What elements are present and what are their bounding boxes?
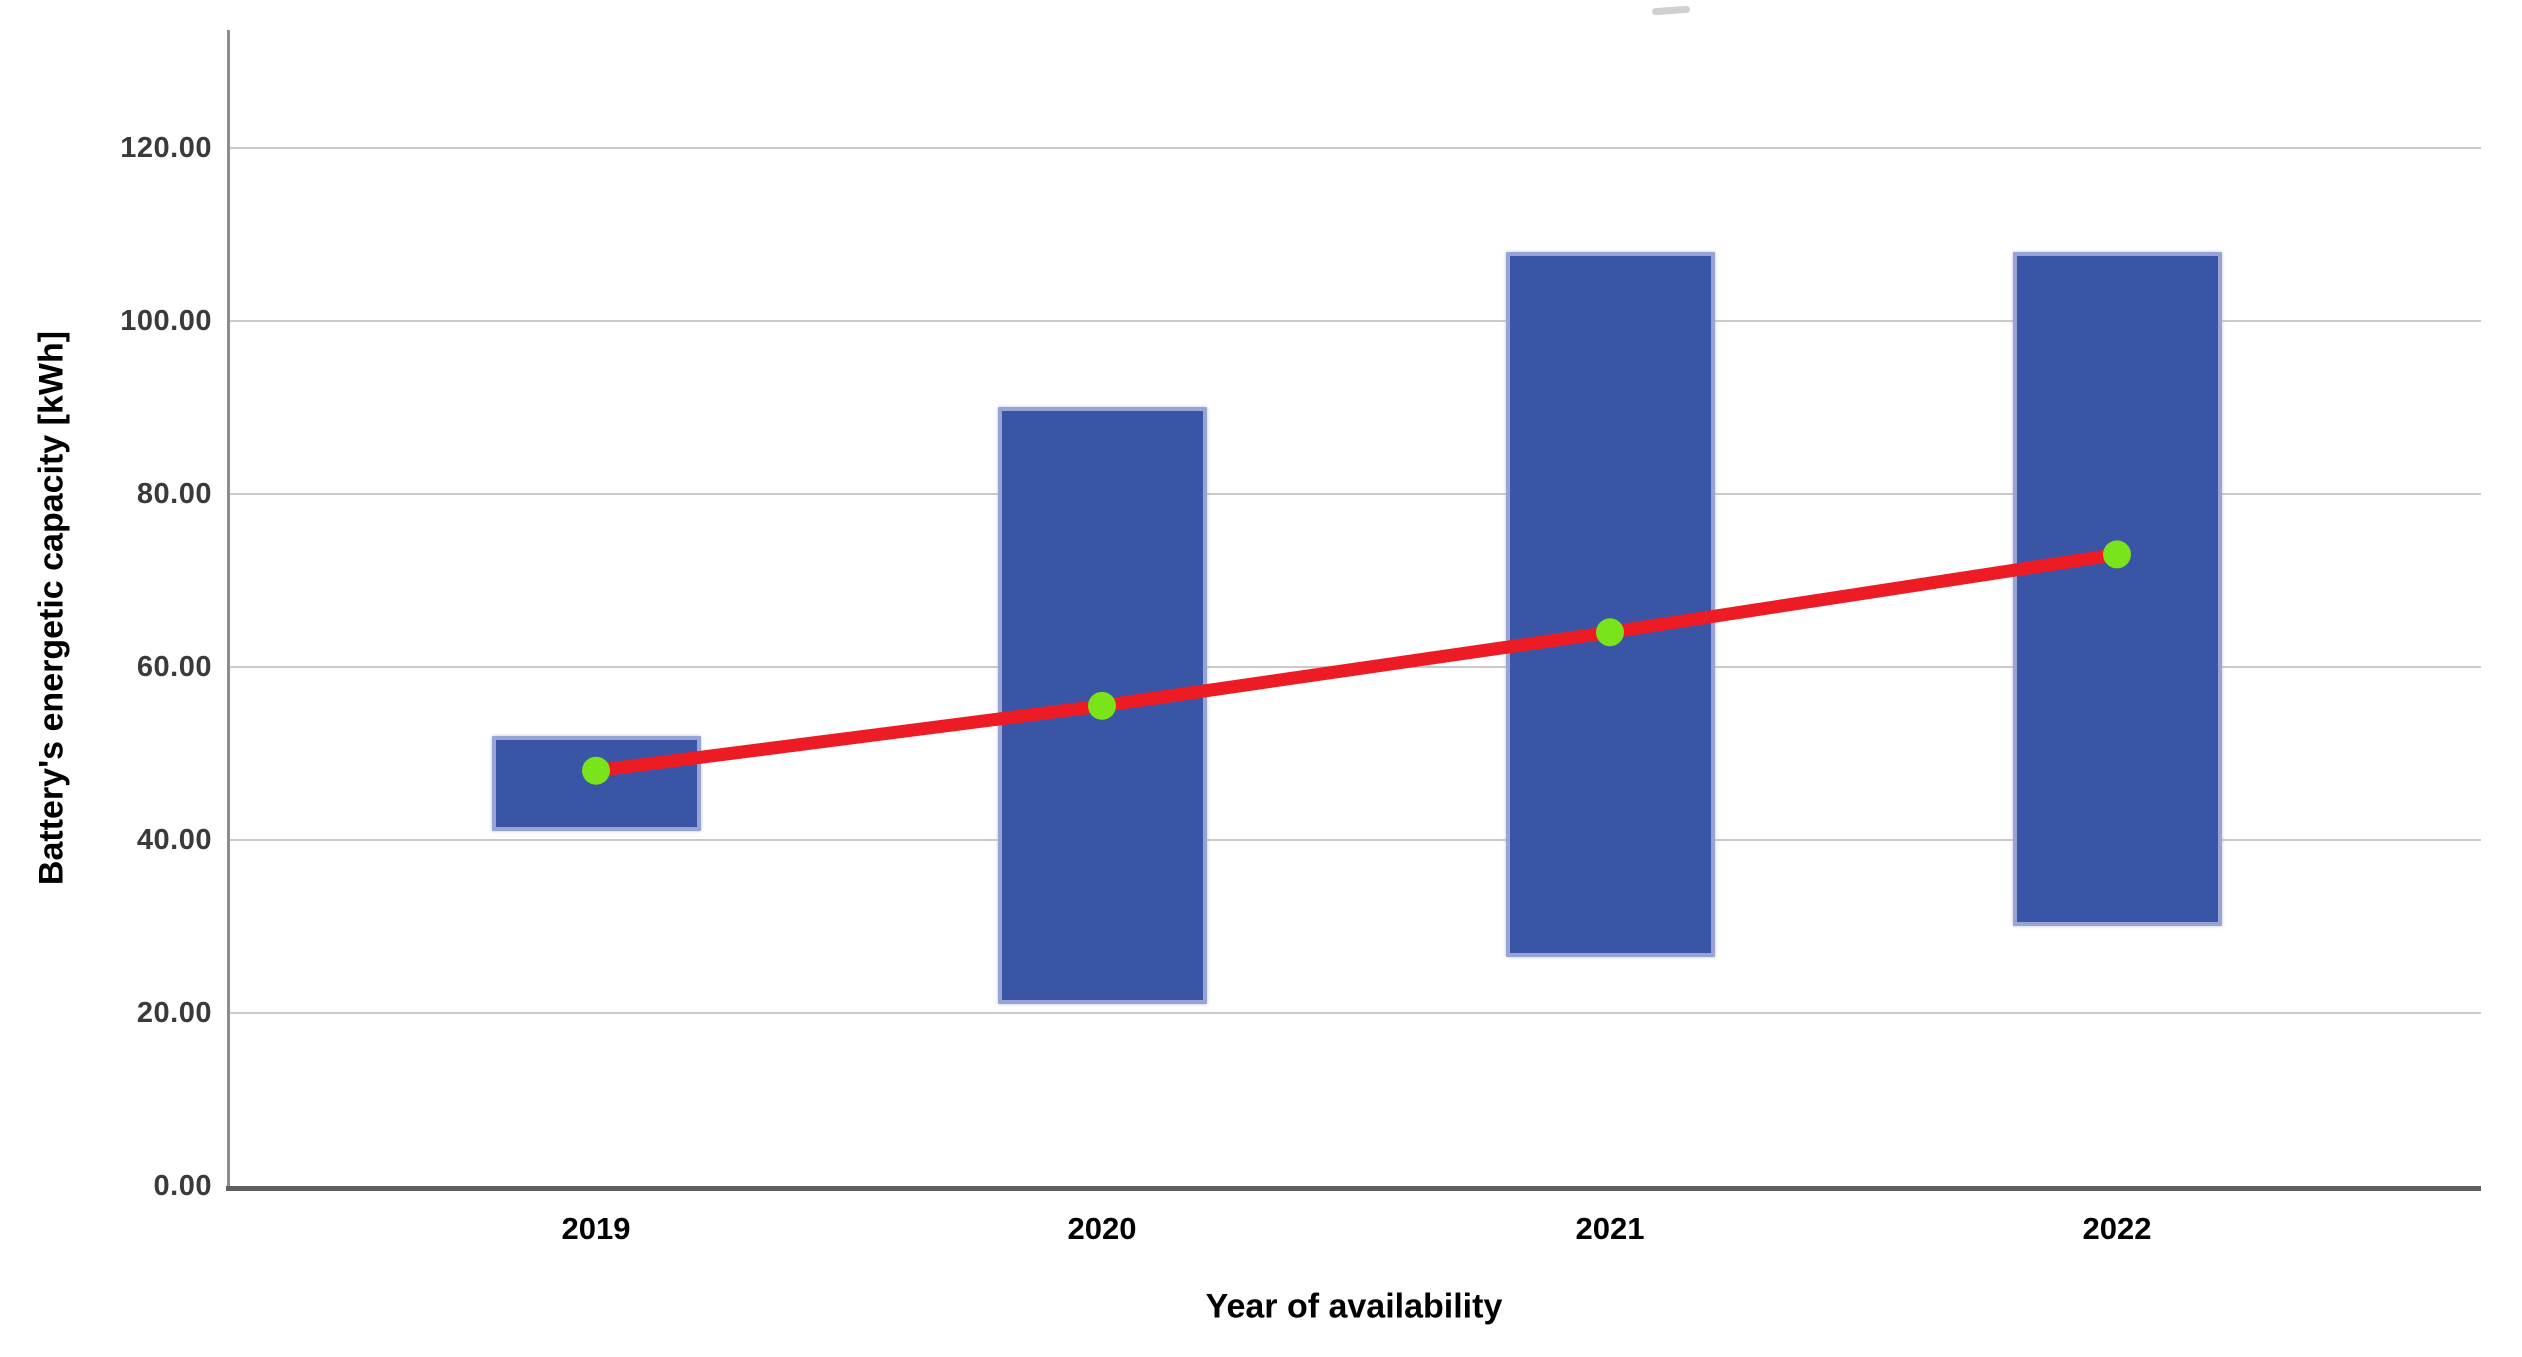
x-axis-line (226, 1186, 2481, 1191)
y-tick-label: 80.00 (136, 477, 212, 510)
mean-marker (1596, 618, 1624, 647)
mean-marker (2103, 540, 2131, 569)
mean-marker (1088, 691, 1116, 720)
trend-line (589, 547, 2124, 778)
x-axis-title: Year of availability (1205, 1287, 1503, 1326)
x-tick-label: 2019 (561, 1211, 631, 1246)
y-tick-label: 120.00 (120, 131, 212, 164)
range-bar (1505, 251, 1715, 957)
range-bar (2012, 251, 2222, 927)
y-axis-line (227, 30, 230, 1190)
y-tick-label: 40.00 (136, 823, 212, 856)
x-tick-label: 2021 (1575, 1211, 1645, 1246)
x-tick-label: 2022 (2082, 1211, 2152, 1246)
x-tick-label: 2020 (1067, 1211, 1137, 1246)
y-tick-label: 60.00 (136, 650, 212, 683)
y-tick-label: 0.00 (153, 1170, 212, 1202)
mean-marker (582, 756, 610, 785)
y-tick-label: 100.00 (120, 304, 212, 337)
y-tick-label: 20.00 (136, 996, 212, 1029)
